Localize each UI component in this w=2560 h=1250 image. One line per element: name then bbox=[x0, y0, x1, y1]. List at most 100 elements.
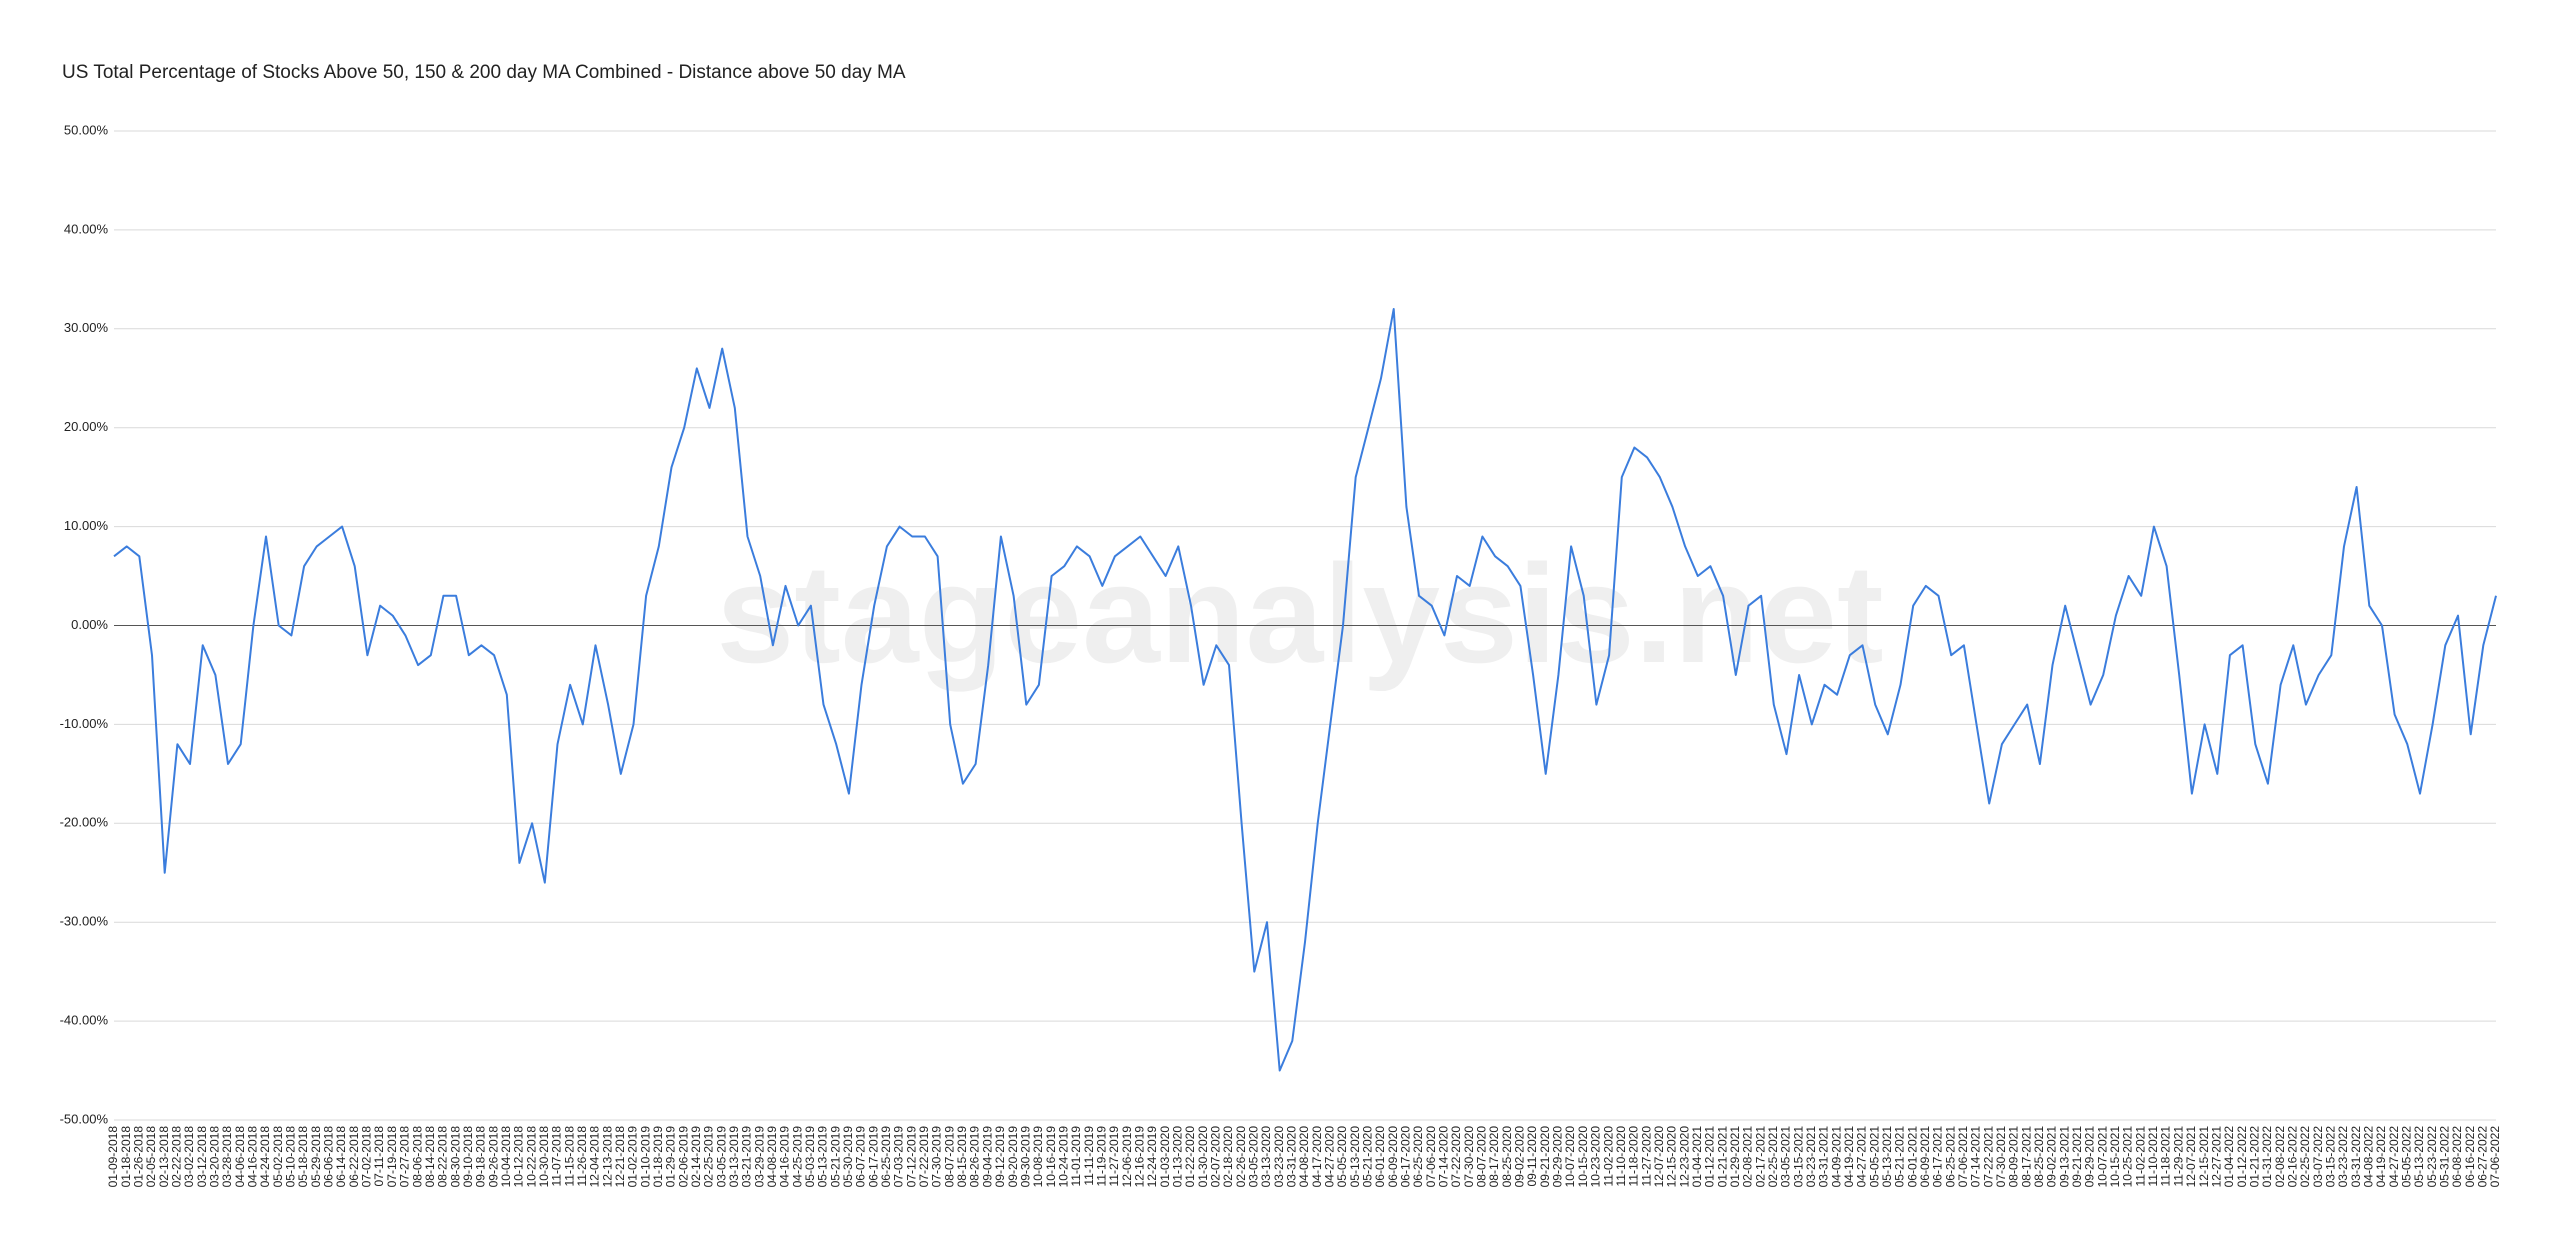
x-tick-label: 03-15-2022 bbox=[2323, 1126, 2337, 1188]
x-tick-label: 04-27-2022 bbox=[2387, 1126, 2401, 1188]
x-tick-label: 02-08-2022 bbox=[2273, 1126, 2287, 1188]
x-tick-label: 08-22-2018 bbox=[436, 1126, 450, 1188]
x-tick-label: 09-04-2019 bbox=[980, 1126, 994, 1188]
x-tick-label: 07-30-2020 bbox=[1462, 1126, 1476, 1188]
x-tick-label: 03-05-2019 bbox=[714, 1126, 728, 1188]
x-tick-label: 03-12-2018 bbox=[195, 1126, 209, 1188]
x-tick-label: 12-15-2021 bbox=[2197, 1126, 2211, 1188]
x-tick-label: 01-10-2019 bbox=[638, 1126, 652, 1188]
x-tick-label: 06-09-2020 bbox=[1386, 1126, 1400, 1188]
x-tick-label: 10-23-2020 bbox=[1589, 1126, 1603, 1188]
x-tick-label: 05-05-2020 bbox=[1335, 1126, 1349, 1188]
data-line bbox=[113, 308, 2497, 1072]
x-tick-label: 07-02-2018 bbox=[360, 1126, 374, 1188]
x-tick-label: 06-25-2020 bbox=[1411, 1126, 1425, 1188]
x-tick-label: 07-22-2019 bbox=[917, 1126, 931, 1188]
x-tick-label: 11-10-2020 bbox=[1614, 1126, 1628, 1187]
x-tick-label: 05-29-2018 bbox=[309, 1126, 323, 1188]
x-tick-label: 11-02-2021 bbox=[2133, 1126, 2147, 1187]
x-tick-label: 08-25-2021 bbox=[2032, 1126, 2046, 1188]
x-tick-label: 02-13-2018 bbox=[157, 1126, 171, 1188]
x-tick-label: 03-20-2018 bbox=[208, 1126, 222, 1188]
x-tick-label: 09-02-2020 bbox=[1513, 1126, 1527, 1188]
x-tick-label: 07-03-2019 bbox=[892, 1126, 906, 1188]
x-tick-label: 07-30-2021 bbox=[1994, 1126, 2008, 1188]
x-tick-label: 06-01-2020 bbox=[1373, 1126, 1387, 1188]
x-tick-label: 04-09-2021 bbox=[1829, 1126, 1843, 1188]
x-tick-label: 06-27-2022 bbox=[2476, 1126, 2490, 1188]
x-tick-label: 07-27-2018 bbox=[398, 1126, 412, 1188]
x-tick-label: 10-24-2019 bbox=[1056, 1126, 1070, 1188]
x-tick-label: 02-14-2019 bbox=[689, 1126, 703, 1188]
x-tick-label: 07-14-2020 bbox=[1437, 1126, 1451, 1188]
x-tick-label: 05-23-2022 bbox=[2425, 1126, 2439, 1188]
x-tick-label: 02-25-2022 bbox=[2298, 1126, 2312, 1188]
x-tick-label: 06-17-2019 bbox=[866, 1126, 880, 1188]
x-tick-label: 12-13-2018 bbox=[600, 1126, 614, 1188]
x-tick-label: 03-29-2019 bbox=[752, 1126, 766, 1188]
x-tick-label: 11-27-2019 bbox=[1107, 1126, 1121, 1187]
x-tick-label: 09-11-2020 bbox=[1525, 1126, 1539, 1187]
x-tick-label: 11-18-2020 bbox=[1627, 1126, 1641, 1187]
x-tick-label: 01-29-2019 bbox=[664, 1126, 678, 1188]
x-tick-label: 05-03-2019 bbox=[803, 1126, 817, 1188]
x-tick-label: 08-15-2019 bbox=[955, 1126, 969, 1188]
x-tick-label: 09-13-2021 bbox=[2057, 1126, 2071, 1188]
x-tick-label: 04-06-2018 bbox=[233, 1126, 247, 1188]
x-tick-label: 09-20-2019 bbox=[1006, 1126, 1020, 1188]
x-tick-label: 06-16-2022 bbox=[2463, 1126, 2477, 1188]
x-tick-label: 06-07-2019 bbox=[854, 1126, 868, 1188]
x-tick-label: 05-05-2021 bbox=[1867, 1126, 1881, 1188]
x-tick-label: 06-08-2022 bbox=[2450, 1126, 2464, 1188]
x-tick-label: 04-16-2018 bbox=[246, 1126, 260, 1188]
x-tick-label: 10-15-2021 bbox=[2108, 1126, 2122, 1188]
chart-title: US Total Percentage of Stocks Above 50, … bbox=[62, 62, 906, 83]
x-tick-label: 12-23-2020 bbox=[1677, 1126, 1691, 1188]
x-tick-label: 10-30-2018 bbox=[537, 1126, 551, 1188]
x-tick-label: 09-10-2018 bbox=[461, 1126, 475, 1188]
x-tick-label: 12-04-2018 bbox=[588, 1126, 602, 1188]
x-tick-label: 04-08-2020 bbox=[1297, 1126, 1311, 1188]
x-tick-label: 11-07-2018 bbox=[550, 1126, 564, 1187]
x-tick-label: 09-02-2021 bbox=[2045, 1126, 2059, 1188]
y-tick-label: -30.00% bbox=[60, 914, 109, 929]
x-tick-label: 06-09-2021 bbox=[1918, 1126, 1932, 1188]
x-tick-label: 12-07-2021 bbox=[2184, 1126, 2198, 1188]
x-tick-label: 12-24-2019 bbox=[1145, 1126, 1159, 1188]
x-tick-label: 02-08-2021 bbox=[1741, 1126, 1755, 1188]
x-tick-label: 03-05-2021 bbox=[1779, 1126, 1793, 1188]
x-tick-label: 10-07-2021 bbox=[2095, 1126, 2109, 1188]
x-tick-label: 03-05-2020 bbox=[1246, 1126, 1260, 1188]
x-tick-label: 03-02-2018 bbox=[182, 1126, 196, 1188]
x-tick-label: 10-04-2018 bbox=[499, 1126, 513, 1188]
x-tick-label: 07-30-2019 bbox=[930, 1126, 944, 1188]
x-tick-label: 01-12-2021 bbox=[1703, 1126, 1717, 1188]
watermark: stageanalysis.net bbox=[716, 535, 1883, 692]
x-tick-label: 05-13-2021 bbox=[1880, 1126, 1894, 1188]
x-tick-label: 11-26-2018 bbox=[575, 1126, 589, 1187]
x-tick-label: 04-19-2021 bbox=[1842, 1126, 1856, 1188]
x-tick-label: 03-07-2022 bbox=[2311, 1126, 2325, 1188]
x-tick-label: 01-09-2018 bbox=[106, 1126, 120, 1188]
x-tick-label: 03-28-2018 bbox=[220, 1126, 234, 1188]
x-tick-label: 08-25-2020 bbox=[1500, 1126, 1514, 1188]
x-tick-label: 05-13-2019 bbox=[816, 1126, 830, 1188]
x-tick-label: 03-31-2021 bbox=[1817, 1126, 1831, 1188]
x-tick-label: 08-26-2019 bbox=[968, 1126, 982, 1188]
x-tick-label: 01-21-2022 bbox=[2247, 1126, 2261, 1188]
x-tick-label: 08-09-2021 bbox=[2007, 1126, 2021, 1188]
x-tick-label: 08-30-2018 bbox=[448, 1126, 462, 1188]
x-tick-label: 03-13-2019 bbox=[727, 1126, 741, 1188]
x-tick-label: 07-14-2021 bbox=[1969, 1126, 1983, 1188]
x-tick-label: 09-29-2020 bbox=[1551, 1126, 1565, 1188]
x-tick-label: 09-21-2020 bbox=[1538, 1126, 1552, 1188]
x-tick-label: 05-13-2020 bbox=[1348, 1126, 1362, 1188]
x-tick-label: 08-17-2021 bbox=[2019, 1126, 2033, 1188]
x-tick-label: 10-16-2019 bbox=[1044, 1126, 1058, 1188]
x-tick-label: 02-22-2018 bbox=[170, 1126, 184, 1188]
y-tick-label: 30.00% bbox=[64, 320, 109, 335]
y-tick-label: -10.00% bbox=[60, 716, 109, 731]
x-tick-label: 10-22-2018 bbox=[524, 1126, 538, 1188]
x-tick-label: 07-06-2021 bbox=[1956, 1126, 1970, 1188]
